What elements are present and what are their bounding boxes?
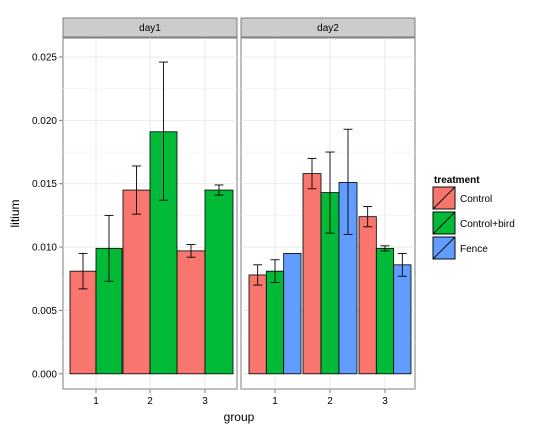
legend-label: Control+bird [460,219,515,230]
y-tick-label: 0.000 [32,369,57,380]
y-tick-label: 0.020 [32,116,57,127]
x-tick-label: 1 [93,396,99,407]
bar-control-bird-group-3 [204,189,234,375]
bar-fence-group-3 [393,264,412,375]
y-tick-label: 0.005 [32,306,57,317]
legend-label: Control [460,194,492,205]
facet-strip-label: day2 [317,23,339,34]
legend-key-slash [432,186,456,210]
facet-strip-day2 [240,17,416,38]
x-tick-label: 2 [327,396,333,407]
legend-title: treatment [434,175,480,186]
legend-key-slash [432,211,456,235]
bar-fence-group-1 [283,253,302,375]
bar-control-group-1 [248,274,267,375]
x-tick-label: 1 [272,396,278,407]
legend-label: Fence [460,244,488,255]
facet-strip-day1 [62,17,238,38]
y-tick-label: 0.010 [32,243,57,254]
bar-control-group-2 [302,173,322,375]
y-tick-label: 0.025 [32,53,57,64]
facet-strip-label: day1 [139,23,161,34]
y-axis-label: litium [8,199,22,227]
y-tick-label: 0.015 [32,179,57,190]
bar-control-group-2 [122,189,151,375]
x-tick-label: 2 [147,396,153,407]
x-axis-label: group [224,410,255,424]
x-tick-label: 3 [202,396,208,407]
bar-control-group-3 [358,216,377,375]
bar-control-group-3 [176,250,206,375]
legend-key-slash [432,236,456,260]
bar-control-bird-group-1 [265,270,285,375]
x-tick-label: 3 [382,396,388,407]
bar-control-bird-group-3 [375,247,395,375]
